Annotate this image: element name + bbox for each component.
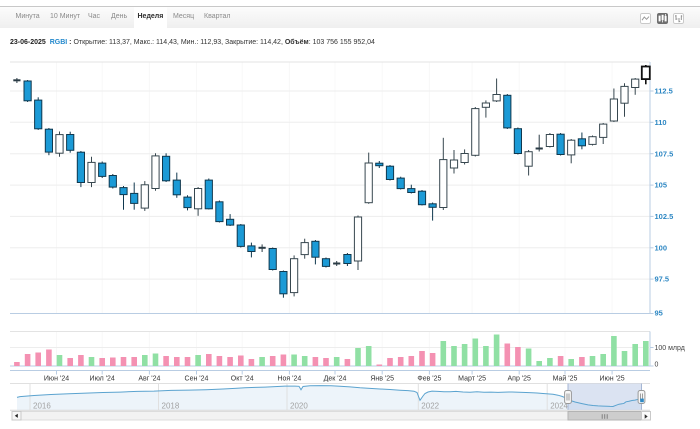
svg-text:Фев '25: Фев '25 [417, 376, 441, 383]
svg-text:2024: 2024 [550, 402, 568, 411]
svg-text:Окт '24: Окт '24 [231, 376, 254, 383]
svg-text:Апр '25: Апр '25 [507, 376, 531, 383]
svg-text:100: 100 [655, 243, 668, 252]
svg-text:2020: 2020 [290, 402, 308, 411]
svg-text:110: 110 [655, 118, 667, 127]
svg-text:112.5: 112.5 [655, 87, 673, 96]
svg-text:97.5: 97.5 [655, 275, 670, 284]
svg-text:107.5: 107.5 [655, 149, 674, 158]
svg-text:0: 0 [655, 362, 659, 369]
svg-text:Авг '24: Авг '24 [138, 376, 160, 383]
svg-text:Май '25: Май '25 [553, 375, 578, 383]
svg-text:Дек '24: Дек '24 [324, 376, 347, 383]
svg-text:Март '25: Март '25 [458, 376, 486, 383]
svg-text:Ноя '24: Ноя '24 [277, 376, 301, 383]
svg-text:Янв '25: Янв '25 [370, 376, 394, 383]
svg-text:Июн '24: Июн '24 [44, 376, 69, 383]
svg-text:Июн '25: Июн '25 [599, 376, 624, 383]
svg-text:2016: 2016 [33, 402, 51, 411]
svg-text:Сен '24: Сен '24 [185, 376, 209, 383]
svg-text:100 млрд: 100 млрд [655, 345, 685, 352]
svg-text:105: 105 [655, 181, 668, 190]
svg-text:95: 95 [655, 309, 663, 318]
svg-text:Июл '24: Июл '24 [90, 376, 115, 383]
svg-text:102.5: 102.5 [655, 212, 674, 221]
svg-text:2022: 2022 [421, 402, 439, 411]
svg-text:2018: 2018 [162, 402, 180, 411]
